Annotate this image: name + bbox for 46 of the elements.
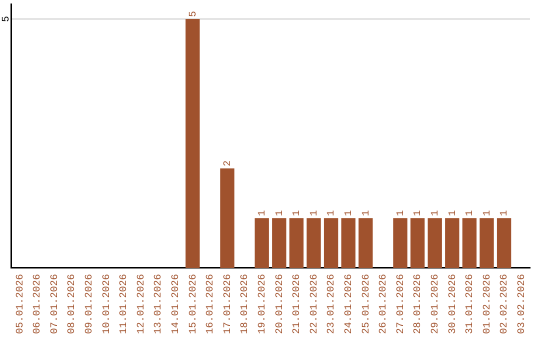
data-label: 1 bbox=[292, 210, 304, 216]
x-tick-label: 08.01.2026 bbox=[67, 274, 78, 334]
x-tick-label: 14.01.2026 bbox=[170, 274, 182, 334]
x-tick-label: 01.02.2026 bbox=[482, 274, 494, 334]
x-tick-label: 29.01.2026 bbox=[430, 274, 442, 334]
data-label: 1 bbox=[396, 210, 407, 216]
data-label: 1 bbox=[326, 210, 338, 216]
data-label: 1 bbox=[413, 210, 424, 216]
x-tick-label: 13.01.2026 bbox=[154, 274, 165, 334]
data-label: 1 bbox=[344, 210, 355, 216]
data-label: 1 bbox=[309, 210, 320, 216]
x-tick-label: 22.01.2026 bbox=[309, 274, 320, 334]
x-tick-label: 20.01.2026 bbox=[274, 274, 286, 334]
data-label: 1 bbox=[257, 210, 268, 216]
data-label: 2 bbox=[222, 160, 234, 166]
x-tick-label: 18.01.2026 bbox=[240, 274, 252, 334]
data-label: 1 bbox=[465, 210, 476, 216]
x-tick-label: 28.01.2026 bbox=[413, 274, 424, 334]
data-label: 1 bbox=[500, 210, 511, 216]
x-tick-label: 30.01.2026 bbox=[448, 274, 459, 334]
x-tick-label: 10.01.2026 bbox=[102, 274, 113, 334]
x-tick-label: 17.01.2026 bbox=[222, 274, 234, 334]
data-label: 1 bbox=[448, 210, 459, 216]
x-tick-label: 15.01.2026 bbox=[188, 274, 200, 334]
x-tick-label: 16.01.2026 bbox=[206, 274, 217, 334]
data-label: 5 bbox=[188, 10, 200, 17]
x-tick-label: 09.01.2026 bbox=[84, 274, 96, 334]
x-tick-label: 07.01.2026 bbox=[50, 274, 61, 334]
x-tick-label: 19.01.2026 bbox=[257, 274, 268, 334]
x-tick-label: 25.01.2026 bbox=[361, 274, 372, 334]
data-label: 1 bbox=[482, 210, 494, 216]
x-tick-label: 02.02.2026 bbox=[500, 274, 511, 334]
x-tick-label: 11.01.2026 bbox=[119, 274, 130, 334]
x-tick-label: 21.01.2026 bbox=[292, 274, 304, 334]
x-tick-label: 05.01.2026 bbox=[15, 274, 26, 334]
x-tick-label: 23.01.2026 bbox=[326, 274, 338, 334]
data-label: 1 bbox=[430, 210, 442, 216]
x-tick-label: 06.01.2026 bbox=[32, 274, 44, 334]
data-label: 1 bbox=[274, 210, 286, 216]
x-tick-label: 31.01.2026 bbox=[465, 274, 476, 334]
x-tick-label: 12.01.2026 bbox=[136, 274, 148, 334]
x-tick-label: 03.02.2026 bbox=[516, 274, 528, 334]
data-label: 1 bbox=[361, 210, 372, 216]
x-tick-label: 27.01.2026 bbox=[396, 274, 407, 334]
x-tick-label: 26.01.2026 bbox=[378, 274, 390, 334]
x-tick-label: 24.01.2026 bbox=[344, 274, 355, 334]
